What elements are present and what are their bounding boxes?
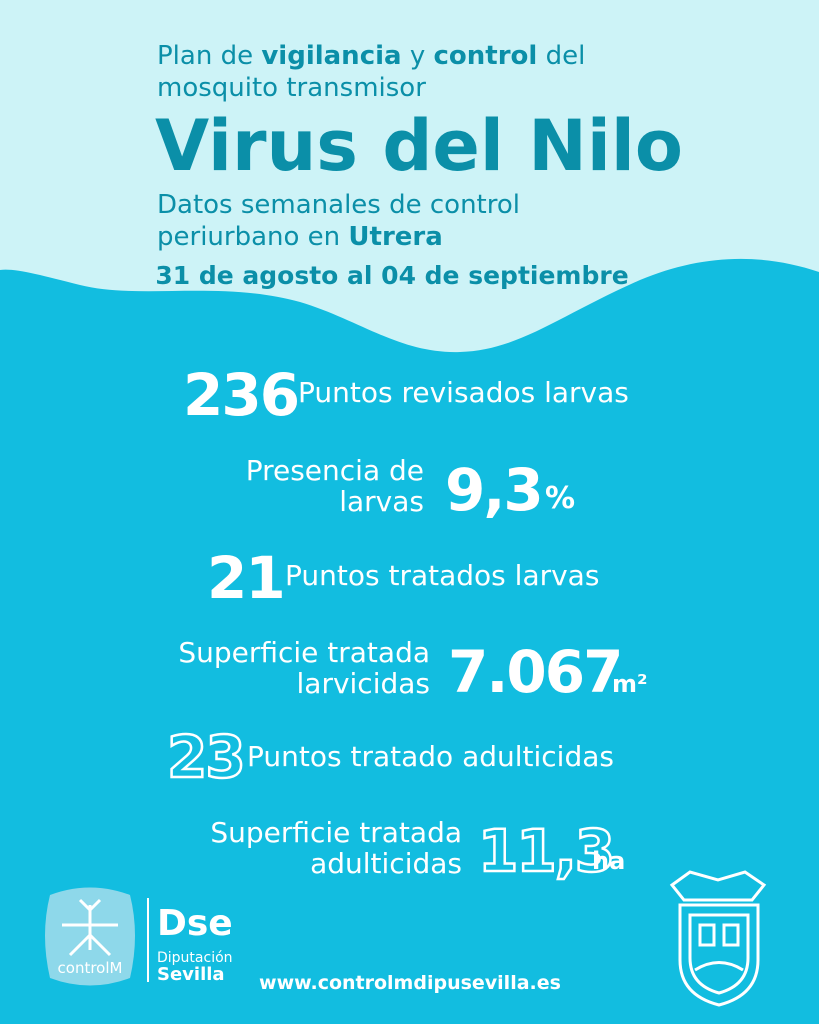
coat-of-arms bbox=[669, 870, 767, 1007]
stat-unit: ha bbox=[592, 847, 625, 875]
stat-label: Puntos tratados larvas bbox=[285, 559, 599, 592]
subtitle: periurbano en Utrera bbox=[157, 222, 443, 252]
subtitle-bold: Utrera bbox=[348, 222, 442, 252]
date: 31 de agosto al 04 de septiembre bbox=[155, 261, 628, 290]
stat-label: adulticidas bbox=[310, 847, 462, 880]
intro-text: y bbox=[402, 41, 434, 71]
intro: Plan de vigilancia y control del bbox=[157, 41, 585, 71]
stat-value: 7.067 bbox=[448, 638, 621, 706]
stat-label: larvicidas bbox=[297, 667, 431, 700]
stat-label: Puntos tratado adulticidas bbox=[247, 740, 614, 773]
stat-label: Presencia de bbox=[246, 454, 424, 487]
url[interactable]: www.controlmdipusevilla.es bbox=[259, 972, 561, 994]
stat-label: Superficie tratada bbox=[178, 636, 430, 669]
stat-value: 236 bbox=[183, 361, 298, 429]
stat-label: larvas bbox=[339, 485, 424, 518]
stat-value: 9,3 bbox=[445, 456, 542, 524]
stat-value: 23 bbox=[167, 723, 244, 791]
stat-label: Superficie tratada bbox=[210, 816, 462, 849]
title: Virus del Nilo bbox=[155, 105, 683, 187]
intro-text: del bbox=[537, 41, 585, 71]
logo-controlm: controlM bbox=[45, 887, 135, 986]
wave-top bbox=[0, 0, 819, 353]
stat-label: Puntos revisados larvas bbox=[298, 376, 629, 409]
intro-bold: control bbox=[434, 41, 538, 71]
mosquito-icon bbox=[62, 898, 118, 957]
logo2-top: Diputación bbox=[157, 950, 233, 966]
logo-text: controlM bbox=[58, 959, 123, 977]
subtitle-text: periurbano en bbox=[157, 222, 348, 252]
stat-unit: m² bbox=[612, 670, 648, 698]
stats: 236 Puntos revisados larvas 9,3 Presencia d… bbox=[166, 361, 648, 886]
intro-line: mosquito transmisor bbox=[157, 73, 426, 103]
subtitle: Datos semanales de control bbox=[157, 190, 520, 220]
stat-value: 11,3 bbox=[478, 817, 613, 885]
dse-mark: Dse bbox=[157, 903, 233, 944]
intro-text: Plan de bbox=[157, 41, 261, 71]
intro-bold: vigilancia bbox=[261, 41, 401, 71]
stat-value: 21 bbox=[207, 544, 284, 612]
logo2-bottom: Sevilla bbox=[157, 964, 225, 985]
stat-unit: % bbox=[545, 481, 575, 516]
